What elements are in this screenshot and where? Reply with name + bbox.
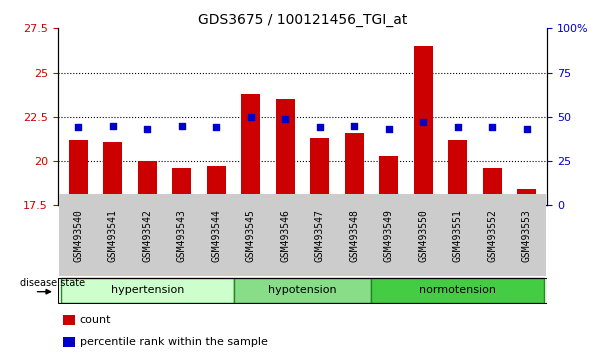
Bar <box>448 140 467 205</box>
Point <box>108 123 118 129</box>
Bar <box>241 94 260 205</box>
Bar <box>69 140 88 205</box>
Text: GSM493550: GSM493550 <box>418 209 428 262</box>
Point <box>315 125 325 130</box>
Text: GSM493546: GSM493546 <box>280 209 290 262</box>
Title: GDS3675 / 100121456_TGI_at: GDS3675 / 100121456_TGI_at <box>198 13 407 27</box>
Point <box>142 126 152 132</box>
Bar <box>172 168 192 205</box>
Bar <box>483 168 502 205</box>
Text: GSM493541: GSM493541 <box>108 209 118 262</box>
Text: hypertension: hypertension <box>111 285 184 295</box>
Bar <box>517 189 536 205</box>
Text: percentile rank within the sample: percentile rank within the sample <box>80 337 268 347</box>
Point <box>522 126 531 132</box>
Point <box>384 126 393 132</box>
Bar <box>138 161 157 205</box>
Point <box>74 125 83 130</box>
Text: GSM493548: GSM493548 <box>349 209 359 262</box>
Bar <box>379 156 398 205</box>
Bar <box>310 138 329 205</box>
Point <box>350 123 359 129</box>
Text: GSM493544: GSM493544 <box>212 209 221 262</box>
Text: GSM493545: GSM493545 <box>246 209 256 262</box>
Text: count: count <box>80 315 111 325</box>
Text: disease state: disease state <box>20 278 85 288</box>
Point <box>177 123 187 129</box>
Text: GSM493552: GSM493552 <box>487 209 497 262</box>
Text: hypotension: hypotension <box>268 285 337 295</box>
Bar <box>276 99 295 205</box>
Text: GSM493542: GSM493542 <box>142 209 153 262</box>
Bar <box>413 46 433 205</box>
Bar <box>371 278 544 303</box>
Text: GSM493547: GSM493547 <box>315 209 325 262</box>
Text: GSM493551: GSM493551 <box>452 209 463 262</box>
Text: normotension: normotension <box>419 285 496 295</box>
Text: GSM493540: GSM493540 <box>74 209 83 262</box>
Point <box>246 114 255 120</box>
Point <box>212 125 221 130</box>
Bar <box>345 133 364 205</box>
Bar <box>103 142 122 205</box>
Text: GSM493553: GSM493553 <box>522 209 531 262</box>
Bar <box>207 166 226 205</box>
Point <box>280 116 290 121</box>
Bar <box>63 315 75 325</box>
Text: GSM493543: GSM493543 <box>177 209 187 262</box>
Bar <box>61 278 233 303</box>
Bar <box>233 278 371 303</box>
Text: GSM493549: GSM493549 <box>384 209 393 262</box>
Bar <box>63 337 75 347</box>
Point <box>453 125 463 130</box>
Point <box>487 125 497 130</box>
Point <box>418 119 428 125</box>
